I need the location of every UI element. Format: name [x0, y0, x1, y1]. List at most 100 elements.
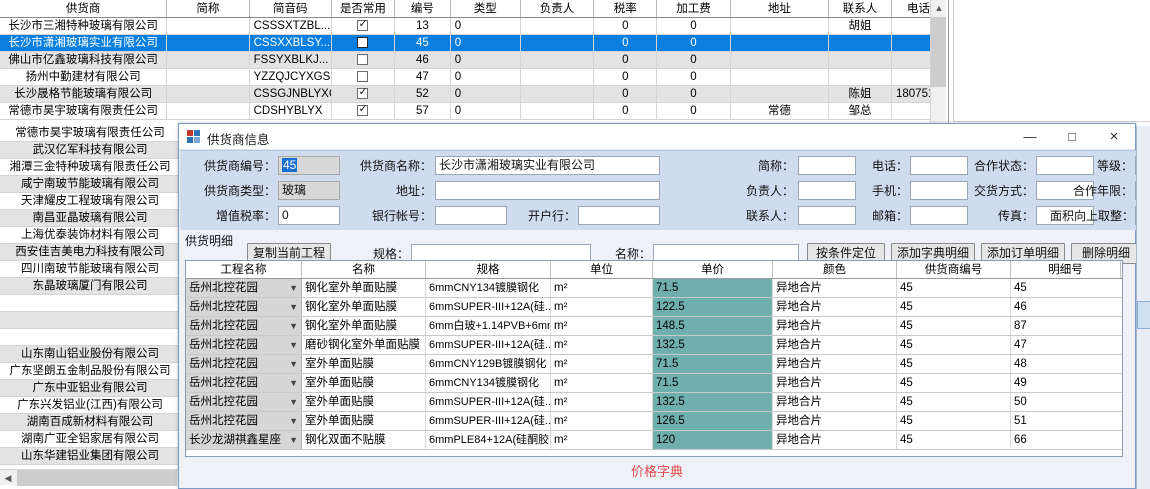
cell-detail-no[interactable]: 87 — [1014, 320, 1027, 332]
dcol-supplier-no[interactable]: 供货商编号 — [897, 261, 1011, 278]
sidebar-item-13[interactable]: 山东南山铝业股份有限公司 — [0, 346, 180, 363]
is-common-checkbox[interactable] — [357, 71, 369, 83]
cell-detail-no[interactable]: 66 — [1014, 434, 1027, 446]
cell-detail-unit[interactable]: m² — [551, 298, 653, 316]
cell-detail-no[interactable]: 48 — [1014, 358, 1027, 370]
detail-row[interactable]: 岳州北控花园 ▼ 室外单面贴膜 6mmSUPER-III+12A(硅... m² 126.… — [186, 412, 1122, 431]
table-row[interactable]: 常德市昊宇玻璃有限责任公司CDSHYBLYX57000常德邹总 — [0, 103, 946, 120]
cell-project-name[interactable]: 岳州北控花园 ▼ — [186, 374, 302, 392]
delivery-input[interactable] — [1036, 181, 1094, 200]
sidebar-item-8[interactable]: 四川南玻节能玻璃有限公司 — [0, 261, 180, 278]
cell-detail-price[interactable]: 71.5 — [653, 279, 773, 297]
minimize-button[interactable]: — — [1023, 129, 1037, 144]
sidebar-item-12[interactable] — [0, 329, 180, 346]
chevron-down-icon[interactable]: ▼ — [289, 321, 298, 331]
cell-detail-supplier-no[interactable]: 45 — [897, 412, 1011, 430]
cell-detail-color[interactable]: 异地合片 — [773, 374, 897, 392]
table-row[interactable]: 长沙市潇湘玻璃实业有限公司 CSSXXBLSY... 45 0 0 0 — [0, 35, 946, 52]
cell-detail-price[interactable]: 71.5 — [653, 355, 773, 373]
chevron-down-icon[interactable]: ▼ — [289, 397, 298, 407]
cell-project-name[interactable]: 长沙龙湖祺鑫星座 ▼ — [186, 431, 302, 449]
col-abbr[interactable]: 简称 — [167, 0, 250, 17]
dcol-unit-price[interactable]: 单价 — [653, 261, 773, 278]
col-tax-rate[interactable]: 税率 — [594, 0, 658, 17]
cell-detail-unit[interactable]: m² — [551, 431, 653, 449]
cell-detail-price[interactable]: 148.5 — [653, 317, 773, 335]
detail-row[interactable]: 岳州北控花园 ▼ 室外单面贴膜 6mmSUPER-III+12A(硅... m² 132.… — [186, 393, 1122, 412]
col-address[interactable]: 地址 — [731, 0, 830, 17]
cell-detail-color[interactable]: 异地合片 — [773, 298, 897, 316]
cell-detail-price[interactable]: 120 — [653, 431, 773, 449]
cell-project-name[interactable]: 岳州北控花园 ▼ — [186, 412, 302, 430]
cell-detail-no[interactable]: 45 — [1014, 282, 1027, 294]
col-owner[interactable]: 负责人 — [521, 0, 595, 17]
cell-detail-supplier-no[interactable]: 45 — [897, 279, 1011, 297]
scrollbar-thumb[interactable] — [931, 17, 946, 87]
chevron-down-icon[interactable]: ▼ — [289, 340, 298, 350]
cell-detail-no[interactable]: 51 — [1014, 415, 1027, 427]
dcol-name[interactable]: 名称 — [302, 261, 426, 278]
chevron-down-icon[interactable]: ▼ — [289, 416, 298, 426]
cell-detail-supplier-no[interactable]: 45 — [897, 298, 1011, 316]
cell-detail-unit[interactable]: m² — [551, 374, 653, 392]
chevron-down-icon[interactable]: ▼ — [289, 435, 298, 445]
tel-input[interactable] — [910, 156, 968, 175]
cell-project-name[interactable]: 岳州北控花园 ▼ — [186, 317, 302, 335]
chevron-down-icon[interactable]: ▼ — [289, 359, 298, 369]
window-vertical-scrollbar[interactable] — [1136, 126, 1150, 489]
sidebar-item-0[interactable]: 常德市昊宇玻璃有限责任公司 — [0, 125, 180, 142]
col-contact[interactable]: 联系人 — [829, 0, 892, 17]
sidebar-item-11[interactable] — [0, 312, 180, 329]
cell-detail-name[interactable]: 钢化双面不贴膜 — [302, 431, 426, 449]
cell-detail-name[interactable]: 钢化室外单面贴膜 — [302, 298, 426, 316]
maximize-button[interactable]: □ — [1068, 129, 1076, 144]
detail-row[interactable]: 岳州北控花园 ▼ 室外单面贴膜 6mmCNY129B镀膜钢化 m² 71.5 异地合片 45 4… — [186, 355, 1122, 374]
cell-detail-price[interactable]: 71.5 — [653, 374, 773, 392]
table-row[interactable]: 长沙晟格节能玻璃有限公司CSSGJNBLYXGS52000陈姐180751 — [0, 86, 946, 103]
cell-detail-unit[interactable]: m² — [551, 412, 653, 430]
cell-detail-price[interactable]: 122.5 — [653, 298, 773, 316]
cell-detail-color[interactable]: 异地合片 — [773, 317, 897, 335]
dcol-project-name[interactable]: 工程名称 — [186, 261, 302, 278]
cell-detail-no[interactable]: 46 — [1014, 301, 1027, 313]
cell-detail-no[interactable]: 47 — [1014, 339, 1027, 351]
is-common-checkbox[interactable] — [357, 54, 369, 66]
bank-name-input[interactable] — [578, 206, 660, 225]
cell-detail-color[interactable]: 异地合片 — [773, 431, 897, 449]
cell-detail-color[interactable]: 异地合片 — [773, 355, 897, 373]
cell-is-common[interactable] — [332, 69, 395, 85]
cell-is-common[interactable] — [332, 103, 395, 119]
coop-status-input[interactable] — [1036, 156, 1094, 175]
cell-detail-supplier-no[interactable]: 45 — [897, 317, 1011, 335]
cell-is-common[interactable] — [332, 52, 395, 68]
cell-is-common[interactable] — [332, 18, 395, 34]
cell-detail-spec[interactable]: 6mmCNY129B镀膜钢化 — [426, 355, 551, 373]
cell-detail-name[interactable]: 磨砂钢化室外单面贴膜 — [302, 336, 426, 354]
cell-detail-name[interactable]: 钢化室外单面贴膜 — [302, 279, 426, 297]
owner-input[interactable] — [798, 181, 856, 200]
sidebar-item-9[interactable]: 东晶玻璃厦门有限公司 — [0, 278, 180, 295]
dialog-title-bar[interactable]: 供货商信息 — □ × — [179, 124, 1135, 150]
cell-detail-supplier-no[interactable]: 45 — [897, 374, 1011, 392]
sidebar-item-10[interactable] — [0, 295, 180, 312]
cell-detail-name[interactable]: 室外单面贴膜 — [302, 355, 426, 373]
cell-detail-no[interactable]: 49 — [1014, 377, 1027, 389]
cell-detail-price[interactable]: 132.5 — [653, 336, 773, 354]
is-common-checkbox[interactable] — [357, 37, 369, 49]
sidebar-item-2[interactable]: 湘潭三金特种玻璃有限责任公司 — [0, 159, 180, 176]
window-scrollbar-thumb[interactable] — [1137, 301, 1150, 329]
cell-detail-spec[interactable]: 6mmSUPER-III+12A(硅... — [426, 393, 551, 411]
bank-acct-input[interactable] — [435, 206, 507, 225]
sidebar-item-18[interactable]: 湖南广亚全铝家居有限公司 — [0, 431, 180, 448]
cell-detail-spec[interactable]: 6mm白玻+1.14PVB+6mm... — [426, 317, 551, 335]
col-supplier[interactable]: 供货商 — [0, 0, 168, 17]
is-common-checkbox[interactable] — [357, 18, 369, 32]
cell-detail-supplier-no[interactable]: 45 — [897, 431, 1011, 449]
supplier-no-input[interactable]: 45 — [278, 156, 340, 175]
chevron-down-icon[interactable]: ▼ — [289, 283, 298, 293]
cell-detail-name[interactable]: 钢化室外单面贴膜 — [302, 317, 426, 335]
sidebar-item-3[interactable]: 咸宁南玻节能玻璃有限公司 — [0, 176, 180, 193]
chevron-down-icon[interactable]: ▼ — [289, 378, 298, 388]
supplier-type-input[interactable]: 玻璃 — [278, 181, 340, 200]
